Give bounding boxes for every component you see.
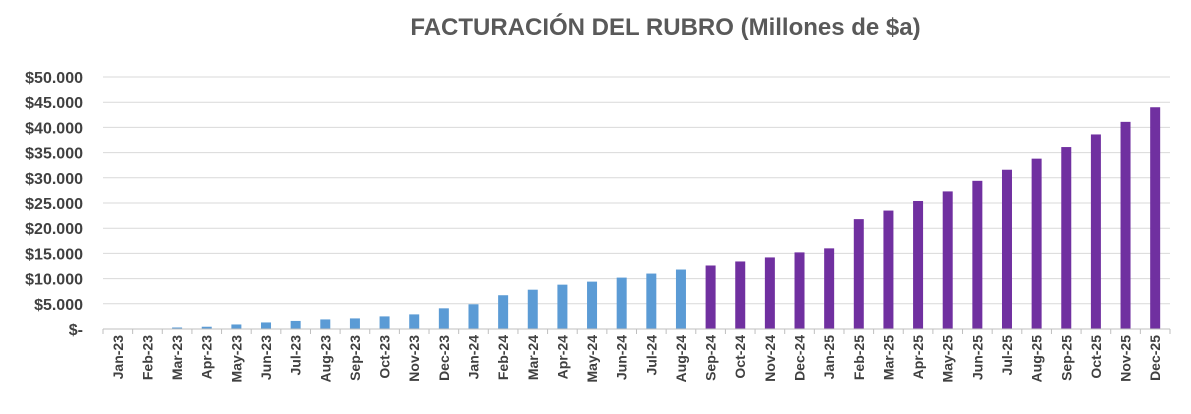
x-tick-label: May-24 [584,335,600,383]
x-tick-label: Feb-23 [139,335,155,380]
bar [557,284,568,329]
y-tick-label: $50.000 [25,70,83,87]
bars [142,107,1161,330]
x-tick-label: Jan-24 [465,335,481,380]
bar [853,219,864,329]
x-tick-label: Jan-25 [821,335,837,380]
x-tick-label: Dec-24 [792,335,808,381]
x-tick-label: Jun-25 [969,335,985,380]
bar [587,281,598,329]
bar [1001,169,1012,329]
x-tick-label: Apr-24 [554,335,570,380]
bar [320,319,331,329]
y-axis-tick-labels: $- $5.000 $10.000 $15.000 $20.000 $25.000 $30.… [25,70,83,339]
bar [764,257,775,329]
x-tick-label: Jun-24 [614,335,630,380]
bar [913,200,924,329]
bar [794,252,805,329]
bar [675,269,686,329]
x-tick-label: Oct-24 [732,335,748,379]
y-tick-label: $5.000 [34,297,83,314]
x-tick-label: Sep-23 [347,335,363,381]
y-tick-label: $20.000 [25,221,83,238]
bar [379,316,390,329]
x-tick-label: Mar-25 [880,335,896,380]
bar [1150,107,1161,330]
bar [261,322,272,329]
x-tick-label: Feb-24 [495,335,511,380]
bar [883,210,894,329]
x-tick-label: Nov-23 [406,335,422,382]
y-tick-label: $40.000 [25,120,83,137]
bar [1090,134,1101,329]
bar [616,277,627,329]
x-tick-label: Nov-24 [762,335,778,382]
bar [824,248,835,329]
x-tick-label: Mar-23 [169,335,185,380]
bar [498,295,509,329]
y-tick-label: $- [69,322,83,339]
x-tick-label: Jun-23 [258,335,274,380]
bar [527,289,538,329]
bar [972,180,983,329]
y-tick-label: $10.000 [25,272,83,289]
x-tick-label: Feb-25 [851,335,867,380]
bar [735,261,746,329]
x-tick-label: Oct-23 [377,335,393,379]
chart-title: FACTURACIÓN DEL RUBRO (Millones de $a) [410,14,921,41]
x-tick-label: Aug-23 [317,335,333,383]
x-tick-label: Dec-23 [436,335,452,381]
x-tick-label: Oct-25 [1088,335,1104,379]
x-tick-label: Sep-24 [703,335,719,381]
x-tick-label: Jul-23 [288,335,304,376]
bar [349,318,360,329]
bar [1120,121,1131,329]
x-tick-label: Mar-24 [525,335,541,380]
x-tick-label: Apr-23 [199,335,215,380]
x-tick-label: Nov-25 [1118,335,1134,382]
bar [231,324,242,329]
bar [1061,147,1072,329]
bar [705,265,716,329]
x-tick-label: Aug-24 [673,335,689,383]
bar [942,191,953,329]
y-tick-label: $45.000 [25,95,83,112]
y-tick-label: $15.000 [25,246,83,263]
gridlines [103,76,1170,305]
x-tick-label: Aug-25 [1029,335,1045,383]
y-tick-label: $35.000 [25,146,83,163]
x-tick-label: Jul-25 [999,335,1015,376]
x-tick-label: Apr-25 [910,335,926,380]
x-tick-label: Jan-23 [110,335,126,380]
y-tick-label: $25.000 [25,196,83,213]
x-axis-tick-labels: Jan-23 Feb-23 Mar-23 Apr-23 May-23 Jun-23 Jul-… [110,335,1163,383]
bar [409,314,420,329]
x-tick-label: Jul-24 [643,335,659,376]
bar [290,320,301,329]
bar [438,308,449,329]
x-tick-label: Sep-25 [1058,335,1074,381]
bar [468,304,479,329]
bar [201,326,212,329]
x-tick-label: May-25 [940,335,956,383]
bar [646,273,657,329]
bar [172,327,183,329]
bar [1031,158,1042,329]
y-tick-label: $30.000 [25,171,83,188]
x-tick-label: May-23 [228,335,244,383]
x-tick-label: Dec-25 [1147,335,1163,381]
axes [102,328,1171,334]
